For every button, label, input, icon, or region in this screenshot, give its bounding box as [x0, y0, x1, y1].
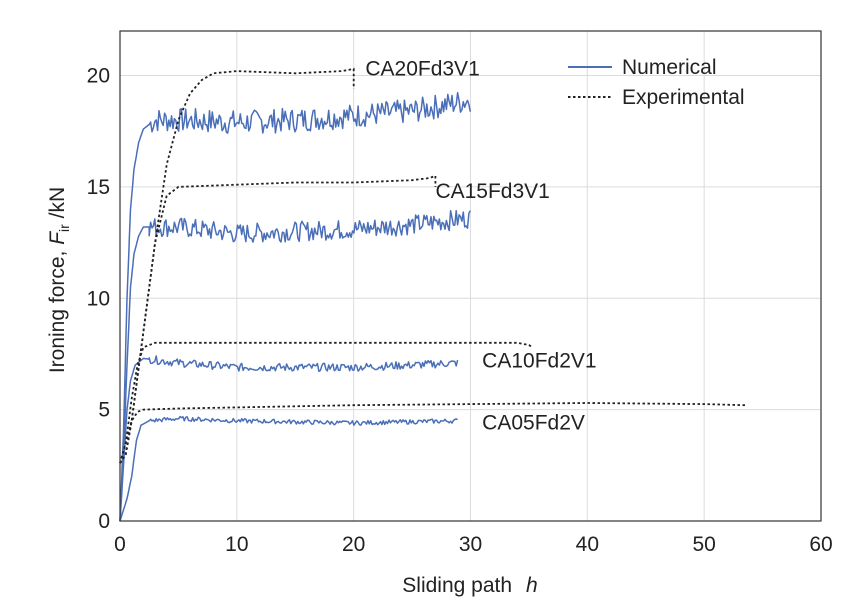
series-experimental-ca05fd2v [119, 402, 746, 464]
x-tick-label: 10 [225, 533, 248, 556]
y-axis-label: Ironing force, Fir /kN [46, 187, 72, 373]
series-numerical-ca10fd2v1 [119, 355, 459, 522]
series-numerical-ca05fd2v [119, 415, 458, 522]
x-tick-label: 0 [114, 533, 126, 556]
x-tick-label: 60 [809, 533, 832, 556]
x-tick-label: 20 [342, 533, 365, 556]
plot-frame [119, 30, 822, 522]
series-layer [119, 67, 746, 522]
y-tick-label: 5 [98, 399, 110, 422]
x-axis-label: Sliding path h [402, 574, 537, 597]
series-experimental-ca10fd2v1 [119, 341, 533, 464]
annotation-layer: CA20Fd3V1 CA15Fd3V1 CA10Fd2V1 CA05Fd2V [365, 58, 596, 435]
y-tick-label: 15 [87, 176, 110, 199]
legend: Numerical Experimental [568, 56, 745, 109]
x-tick-label: 30 [459, 533, 482, 556]
legend-label-experimental: Experimental [622, 86, 745, 109]
annotation-label: CA20Fd3V1 [365, 58, 479, 81]
y-tick-label: 0 [98, 510, 110, 533]
x-tick-label: 40 [576, 533, 599, 556]
series-numerical-ca20fd3v1 [119, 92, 472, 522]
annotation-label: CA05Fd2V [482, 412, 585, 435]
series-experimental-ca15fd3v1 [119, 174, 437, 464]
series-numerical-ca15fd3v1 [119, 209, 471, 522]
annotation-label: CA15Fd3V1 [435, 180, 549, 203]
grid [120, 31, 821, 521]
y-tick-label: 20 [87, 65, 110, 88]
y-tick-label: 10 [87, 287, 110, 310]
x-tick-label: 50 [692, 533, 715, 556]
annotation-label: CA10Fd2V1 [482, 349, 596, 372]
legend-label-numerical: Numerical [622, 56, 717, 79]
tick-layer: 0 10 20 30 40 50 60 0 5 10 15 20 [87, 65, 833, 556]
